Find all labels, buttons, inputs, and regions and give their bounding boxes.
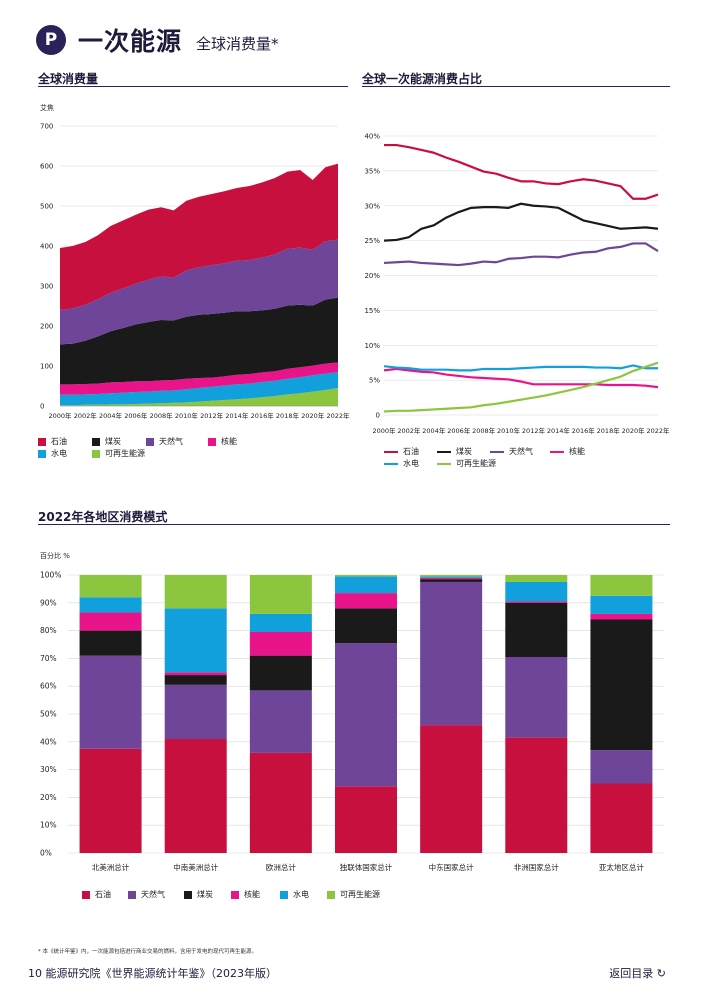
section-badge: P [36, 25, 66, 55]
y-tick-label: 400 [40, 243, 53, 251]
area-hydro [60, 372, 338, 406]
chart2-title-rule [362, 86, 670, 87]
x-tick-label: 2006年 [124, 411, 148, 420]
y-tick-label: 100 [40, 363, 53, 371]
chart3-title-rule [38, 524, 670, 525]
x-tick-label: 2014年 [225, 411, 249, 420]
x-tick-label: 2018年 [276, 411, 300, 420]
area-nuclear [60, 362, 338, 395]
x-tick-label: 2020年 [301, 411, 325, 420]
y-axis-unit-label: 艾焦 [40, 103, 54, 112]
x-tick-label: 2016年 [251, 411, 275, 420]
page-header: P 一次能源 全球消费量* [36, 22, 279, 58]
legend-item-hydro: 水电 [384, 458, 419, 469]
legend-item-nuclear: 核能 [550, 446, 585, 457]
chart1-title: 全球消费量 [38, 72, 99, 86]
y-tick-label: 200 [40, 323, 53, 331]
legend-item-hydro: 水电 [280, 889, 309, 900]
legend-item-gas: 天然气 [490, 446, 533, 457]
chart1-title-rule [38, 86, 348, 87]
x-tick-label: 2022年 [326, 411, 350, 420]
page-title: 一次能源 [78, 27, 183, 56]
legend-item-coal: 煤炭 [184, 889, 213, 900]
y-tick-label: 700 [40, 123, 53, 131]
legend-item-gas: 天然气 [128, 889, 165, 900]
legend-item-coal: 煤炭 [437, 446, 472, 457]
chart2-title: 全球一次能源消费占比 [362, 72, 483, 86]
x-tick-label: 2012年 [200, 411, 224, 420]
y-tick-label: 600 [40, 163, 53, 171]
area-renew [60, 388, 338, 406]
y-tick-label: 0 [40, 403, 44, 411]
y-tick-label: 500 [40, 203, 53, 211]
area-gas [60, 239, 338, 345]
y-tick-label: 300 [40, 283, 53, 291]
legend-item-coal: 煤炭 [92, 436, 121, 447]
legend-item-nuclear: 核能 [208, 436, 237, 447]
area-coal [60, 297, 338, 385]
legend-item-hydro: 水电 [38, 448, 67, 459]
legend-item-renew: 可再生能源 [327, 889, 380, 900]
legend-item-oil: 石油 [384, 446, 419, 457]
back-to-contents-link[interactable]: 返回目录 ↻ [609, 967, 666, 980]
chart3-title: 2022年各地区消费模式 [38, 510, 168, 524]
legend-item-gas: 天然气 [146, 436, 183, 447]
legend-item-nuclear: 核能 [231, 889, 260, 900]
legend-item-renew: 可再生能源 [437, 458, 496, 469]
page-subtitle: 全球消费量* [196, 34, 279, 53]
footer-publication: 10 能源研究院《世界能源统计年鉴》（2023年版） [28, 967, 277, 980]
footnote: * 本《统计年鉴》内，一次能源包括进行商业交易的燃料，含用于发电的现代可再生能源… [38, 949, 258, 955]
x-tick-label: 2002年 [74, 411, 98, 420]
x-tick-label: 2000年 [48, 411, 72, 420]
x-tick-label: 2008年 [150, 411, 174, 420]
x-tick-label: 2010年 [175, 411, 199, 420]
x-tick-label: 2004年 [99, 411, 123, 420]
legend-item-renew: 可再生能源 [92, 448, 145, 459]
legend-item-oil: 石油 [82, 889, 111, 900]
area-oil [60, 163, 338, 310]
legend-item-oil: 石油 [38, 436, 67, 447]
